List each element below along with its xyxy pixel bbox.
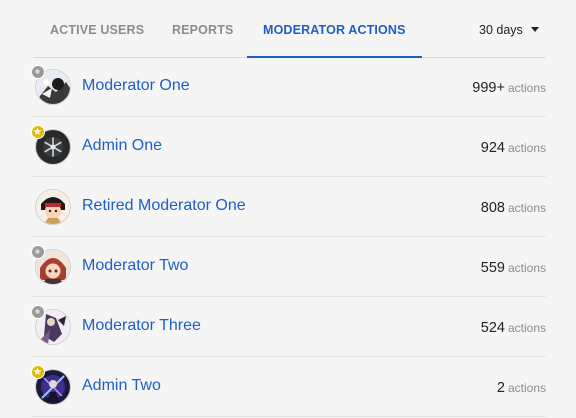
moderator-badge-icon [31, 305, 45, 319]
moderator-actions-list: Moderator One 999+ actions Admin One 924 a [31, 57, 546, 417]
tab-reports[interactable]: REPORTS [172, 23, 234, 37]
action-count-value: 999+ [472, 80, 505, 96]
user-name-link[interactable]: Retired Moderator One [82, 197, 246, 214]
tab-moderator-actions[interactable]: MODERATOR ACTIONS [247, 0, 422, 58]
user-name-link[interactable]: Moderator Three [82, 317, 201, 334]
tab-bar: ACTIVE USERS REPORTS MODERATOR ACTIONS 3… [33, 0, 546, 58]
action-count: 524 actions [481, 319, 546, 337]
list-item: Admin Two 2 actions [31, 357, 546, 417]
list-item: Moderator Two 559 actions [31, 237, 546, 297]
action-count-value: 924 [480, 140, 505, 156]
action-count: 559 actions [481, 259, 546, 277]
action-count-unit: actions [507, 321, 546, 335]
action-count-value: 524 [480, 320, 505, 336]
action-count: 999+ actions [472, 79, 546, 97]
action-count-unit: actions [507, 381, 546, 395]
list-item: Moderator One 999+ actions [31, 57, 546, 117]
avatar[interactable] [35, 309, 71, 345]
period-dropdown[interactable]: 30 days [479, 23, 539, 37]
moderator-badge-icon [31, 65, 45, 79]
admin-star-badge-icon [31, 125, 45, 139]
caret-down-icon [530, 27, 539, 33]
period-label: 30 days [479, 23, 523, 37]
list-item: Admin One 924 actions [31, 117, 546, 177]
action-count-value: 2 [496, 380, 505, 396]
action-count: 2 actions [497, 379, 546, 397]
avatar[interactable] [35, 249, 71, 285]
user-name-link[interactable]: Moderator Two [82, 257, 189, 274]
user-name-link[interactable]: Moderator One [82, 77, 190, 94]
moderator-badge-icon [31, 245, 45, 259]
action-count-unit: actions [507, 261, 546, 275]
action-count-unit: actions [507, 201, 546, 215]
action-count: 924 actions [481, 139, 546, 157]
user-name-link[interactable]: Admin Two [82, 377, 161, 394]
user-name-link[interactable]: Admin One [82, 137, 163, 154]
tab-active-users[interactable]: ACTIVE USERS [50, 23, 145, 37]
avatar[interactable] [35, 189, 71, 225]
action-count-value: 808 [480, 200, 505, 216]
action-count-unit: actions [507, 81, 546, 95]
list-item: Retired Moderator One 808 actions [33, 177, 546, 237]
action-count: 808 actions [481, 199, 546, 217]
admin-star-badge-icon [31, 365, 45, 379]
action-count-value: 559 [480, 260, 505, 276]
list-item: Moderator Three 524 actions [31, 297, 546, 357]
action-count-unit: actions [507, 141, 546, 155]
